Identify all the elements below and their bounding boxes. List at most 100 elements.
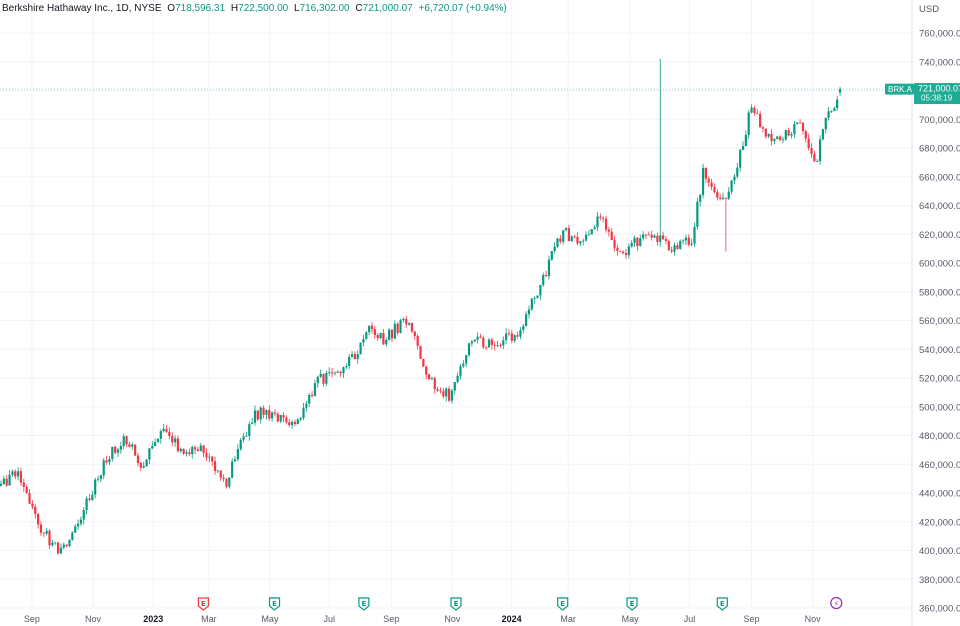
candle xyxy=(602,216,605,223)
candle xyxy=(182,448,185,456)
candle xyxy=(579,241,582,246)
candle xyxy=(770,129,773,146)
svg-text:E: E xyxy=(560,600,565,608)
earnings-event-icon[interactable]: E xyxy=(450,597,462,611)
candle xyxy=(487,337,491,348)
candle xyxy=(239,438,242,451)
time-tick-label: May xyxy=(622,614,640,624)
candle xyxy=(719,193,722,201)
candle xyxy=(65,544,68,548)
candle xyxy=(833,106,836,112)
candle xyxy=(433,376,436,394)
candle xyxy=(427,373,431,380)
candle xyxy=(590,228,593,235)
candle xyxy=(91,491,94,501)
candle xyxy=(293,419,297,427)
candle xyxy=(462,359,465,368)
candle xyxy=(761,125,765,133)
bar-countdown: 05:38:19 xyxy=(921,94,953,103)
candle xyxy=(62,542,65,550)
candle xyxy=(128,441,131,448)
candle xyxy=(510,329,513,344)
candle xyxy=(365,331,368,340)
candle xyxy=(116,447,120,457)
candle xyxy=(622,250,625,255)
candle xyxy=(727,187,730,200)
candle xyxy=(684,234,688,246)
candle xyxy=(45,528,48,536)
candle xyxy=(699,193,702,207)
earnings-event-icon[interactable]: E xyxy=(716,597,728,611)
candle xyxy=(673,242,676,256)
candle xyxy=(302,403,305,421)
candle xyxy=(810,143,813,158)
candle xyxy=(356,350,359,364)
candle xyxy=(456,372,459,384)
candle xyxy=(784,129,787,142)
candle xyxy=(0,480,3,487)
candle xyxy=(567,224,571,242)
candle xyxy=(750,104,753,114)
candle xyxy=(564,227,568,232)
time-tick-label: 2024 xyxy=(502,614,522,624)
candle xyxy=(439,387,442,394)
candle xyxy=(51,539,54,547)
flash-event-icon[interactable]: ⚡ xyxy=(830,596,843,610)
legend-low-label: L xyxy=(294,3,300,14)
candle xyxy=(736,162,739,179)
svg-text:E: E xyxy=(720,600,725,608)
time-axis[interactable]: Sep Nov 2023 Mar May Jul Sep Nov 2024 Mar May Jul Se… xyxy=(24,614,821,624)
candle xyxy=(299,417,302,422)
symbol-badge-text: BRK.A xyxy=(888,85,913,94)
price-tick-label: 580,000.00 xyxy=(919,287,960,298)
candle xyxy=(8,469,11,486)
candle xyxy=(479,333,482,339)
candle xyxy=(54,542,57,545)
candle xyxy=(248,421,251,441)
candle xyxy=(838,86,842,96)
candle xyxy=(639,234,642,247)
time-tick-label: Nov xyxy=(85,614,102,624)
candle xyxy=(37,512,40,529)
candle xyxy=(633,235,636,248)
last-price-value: 721,000.07 xyxy=(918,84,960,94)
price-tick-label: 480,000.00 xyxy=(919,431,960,442)
earnings-event-icon[interactable]: E xyxy=(626,597,638,611)
candle xyxy=(330,368,334,378)
candle xyxy=(687,234,690,247)
legend-high-value: 722,500.00 xyxy=(238,3,288,14)
candle xyxy=(59,543,63,555)
candle xyxy=(313,379,317,397)
candle xyxy=(31,500,34,510)
candle xyxy=(225,477,228,489)
earnings-event-icon[interactable]: E xyxy=(197,597,209,611)
earnings-event-icon[interactable]: E xyxy=(557,597,569,611)
candle xyxy=(741,141,745,151)
candle xyxy=(199,443,202,452)
candle xyxy=(724,197,727,252)
earnings-event-icon[interactable]: E xyxy=(268,597,281,611)
candle xyxy=(171,432,174,447)
candle xyxy=(679,239,682,250)
candle xyxy=(505,328,508,345)
candle xyxy=(507,329,511,337)
candle xyxy=(96,475,100,482)
candle xyxy=(359,342,362,355)
candle xyxy=(436,386,439,392)
candle xyxy=(279,414,282,424)
candle xyxy=(513,334,516,343)
candle xyxy=(816,159,819,163)
candle xyxy=(798,119,802,124)
candle xyxy=(793,120,796,138)
candle xyxy=(228,476,231,489)
candle xyxy=(122,433,125,450)
candle xyxy=(764,128,767,139)
candle xyxy=(630,240,633,248)
candle xyxy=(556,237,559,249)
candle xyxy=(196,446,200,452)
candle xyxy=(496,340,499,348)
candle xyxy=(796,121,799,125)
candle xyxy=(342,366,345,378)
earnings-event-icon[interactable]: E xyxy=(358,597,370,611)
